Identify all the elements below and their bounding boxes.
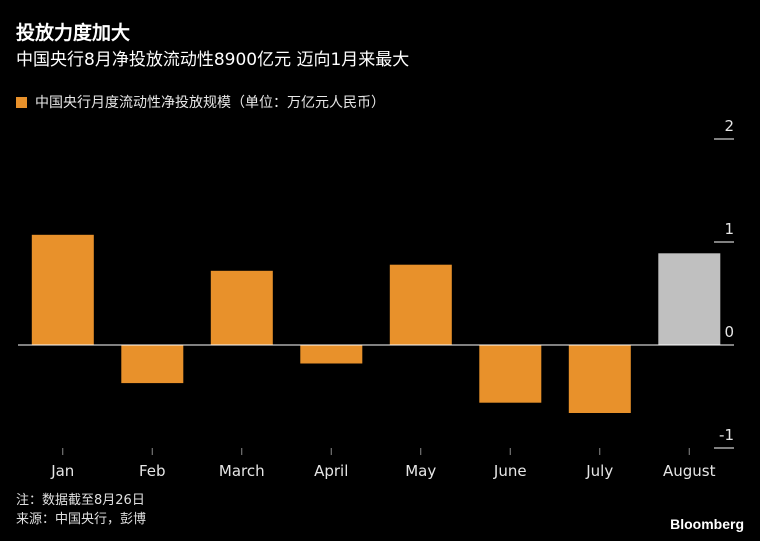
bar-june [479,345,542,403]
chart-subtitle: 中国央行8月净投放流动性8900亿元 迈向1月来最大 [16,50,410,70]
x-tick-label-jan: Jan [50,462,74,480]
footnote: 注：数据截至8月26日 来源：中国央行，彭博 [16,492,146,530]
x-tick-label-june: June [493,462,527,480]
legend-label: 中国央行月度流动性净投放规模（单位：万亿元人民币） [35,95,385,111]
data-source: 来源：中国央行，彭博 [16,511,147,527]
bar-feb [121,345,184,384]
bar-april [300,345,363,364]
y-tick-label-1: 1 [724,220,734,238]
chart-title: 投放力度加大 [16,22,131,44]
y-tick-label--1: -1 [719,426,734,444]
bloomberg-logo: Bloomberg [670,516,744,532]
bar-jan [31,234,94,345]
legend: 中国央行月度流动性净投放规模（单位：万亿元人民币） [16,92,385,112]
y-tick-label-0: 0 [724,323,734,341]
x-tick-label-may: May [405,462,436,480]
legend-swatch [16,96,27,108]
data-note: 注：数据截至8月26日 [16,493,145,508]
bar-march [210,270,273,345]
x-tick-label-august: August [663,462,716,480]
x-tick-label-july: July [585,462,613,480]
y-tick-label-2: 2 [724,117,734,135]
bar-may [389,264,452,345]
bar-august [658,253,721,345]
x-tick-label-march: March [219,462,265,480]
x-tick-label-april: April [314,462,348,480]
x-tick-label-feb: Feb [139,462,166,480]
bar-july [568,345,631,413]
